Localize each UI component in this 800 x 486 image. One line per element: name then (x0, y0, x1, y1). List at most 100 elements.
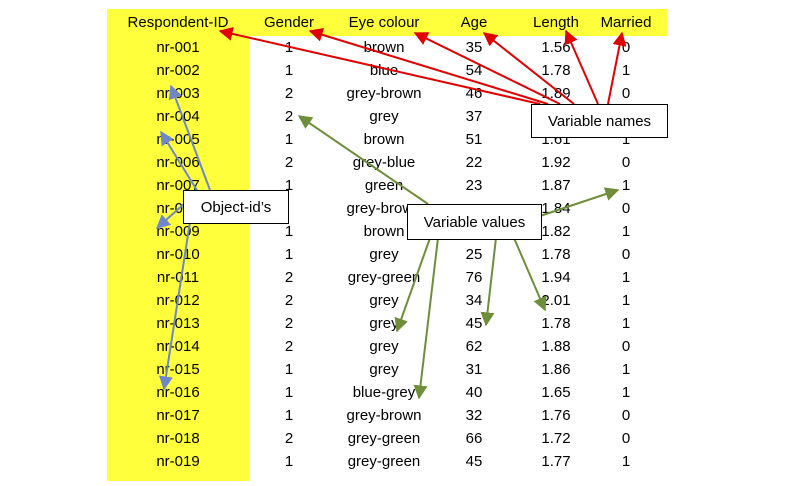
cell-married: 1 (621, 361, 631, 378)
cell-age: 62 (465, 338, 483, 355)
cell-gender: 2 (284, 154, 294, 171)
variable-names-callout: Variable names (531, 104, 668, 138)
cell-respondent-id: nr-017 (156, 407, 200, 424)
cell-length: 1.87 (541, 177, 571, 194)
cell-gender: 2 (284, 338, 294, 355)
header-length: Length (533, 14, 579, 31)
arrow-to-gender-value (297, 115, 429, 205)
cell-gender: 1 (284, 361, 294, 378)
cell-eye-colour: grey-green (347, 269, 421, 286)
cell-length: 1.92 (541, 154, 571, 171)
cell-age: 51 (465, 131, 483, 148)
cell-married: 0 (621, 338, 631, 355)
cell-length: 1.56 (541, 39, 571, 56)
arrow-to-married (607, 31, 627, 105)
cell-married: 1 (621, 269, 631, 286)
arrow-to-blue-grey-value (413, 237, 439, 400)
variable-values-callout: Variable values (407, 204, 542, 240)
arrow-to-age (482, 32, 575, 105)
object-ids-callout: Object-id’s (183, 190, 289, 224)
cell-married: 1 (621, 223, 631, 240)
cell-respondent-id: nr-018 (156, 430, 200, 447)
cell-married: 1 (621, 453, 631, 470)
cell-gender: 1 (284, 177, 294, 194)
cell-gender: 1 (284, 384, 294, 401)
cell-gender: 2 (284, 269, 294, 286)
arrow-to-id-009 (155, 203, 185, 229)
cell-respondent-id: nr-002 (156, 62, 200, 79)
arrow-to-gender (308, 28, 549, 105)
cell-married: 0 (621, 154, 631, 171)
cell-gender: 2 (284, 315, 294, 332)
cell-eye-colour: brown (363, 39, 405, 56)
cell-age: 76 (465, 269, 483, 286)
cell-married: 0 (621, 246, 631, 263)
cell-gender: 2 (284, 85, 294, 102)
cell-length: 1.78 (541, 315, 571, 332)
cell-length: 1.88 (541, 338, 571, 355)
cell-age: 31 (465, 361, 483, 378)
cell-eye-colour: grey (369, 246, 399, 263)
cell-respondent-id: nr-004 (156, 108, 200, 125)
cell-eye-colour: grey-brown (346, 407, 422, 424)
cell-respondent-id: nr-011 (156, 269, 200, 286)
cell-length: 2.01 (541, 292, 571, 309)
cell-respondent-id: nr-014 (156, 338, 200, 355)
header-respondent-id: Respondent-ID (127, 14, 229, 31)
cell-age: 23 (465, 177, 483, 194)
cell-age: 32 (465, 407, 483, 424)
cell-eye-colour: grey-green (347, 453, 421, 470)
arrow-to-eye-colour (413, 32, 561, 105)
cell-length: 1.77 (541, 453, 571, 470)
arrow-to-id-016 (159, 221, 191, 391)
cell-age: 66 (465, 430, 483, 447)
cell-age: 45 (465, 453, 483, 470)
cell-eye-colour: blue-grey (352, 384, 416, 401)
arrow-to-married-value (539, 187, 620, 217)
cell-eye-colour: grey-green (347, 430, 421, 447)
header-age: Age (460, 14, 488, 31)
cell-eye-colour: grey-brown (346, 200, 422, 217)
cell-length: 1.76 (541, 407, 571, 424)
cell-respondent-id: nr-013 (156, 315, 200, 332)
arrow-to-respondent-id (218, 26, 541, 105)
cell-gender: 2 (284, 430, 294, 447)
cell-gender: 1 (284, 246, 294, 263)
cell-gender: 1 (284, 223, 294, 240)
cell-married: 0 (621, 200, 631, 217)
cell-age: 25 (465, 246, 483, 263)
cell-married: 0 (621, 430, 631, 447)
arrow-to-eye-colour-value (394, 237, 431, 333)
cell-married: 1 (621, 292, 631, 309)
cell-respondent-id: nr-007 (156, 177, 200, 194)
arrow-to-age-value (480, 237, 497, 327)
cell-married: 1 (621, 315, 631, 332)
cell-eye-colour: grey-brown (346, 85, 422, 102)
cell-length: 1.86 (541, 361, 571, 378)
cell-eye-colour: grey (369, 108, 399, 125)
cell-gender: 1 (284, 62, 294, 79)
cell-eye-colour: grey (369, 361, 399, 378)
cell-gender: 1 (284, 131, 294, 148)
cell-eye-colour: grey (369, 315, 399, 332)
cell-married: 0 (621, 85, 631, 102)
cell-age: 45 (465, 315, 483, 332)
cell-gender: 1 (284, 453, 294, 470)
cell-age: 40 (465, 384, 483, 401)
cell-eye-colour: brown (363, 131, 405, 148)
cell-eye-colour: brown (363, 223, 405, 240)
cell-age: 35 (465, 39, 483, 56)
arrow-to-id-003 (168, 84, 211, 191)
cell-respondent-id: nr-001 (156, 39, 200, 56)
cell-married: 1 (621, 62, 631, 79)
cell-age: 37 (465, 108, 483, 125)
header-gender: Gender (263, 14, 315, 31)
cell-length: 1.78 (541, 246, 571, 263)
cell-age: 22 (465, 154, 483, 171)
cell-length: 1.78 (541, 62, 571, 79)
cell-eye-colour: grey-blue (352, 154, 416, 171)
cell-length: 1.72 (541, 430, 571, 447)
variable-name-arrows (218, 26, 627, 105)
variable-value-arrows (297, 115, 620, 400)
